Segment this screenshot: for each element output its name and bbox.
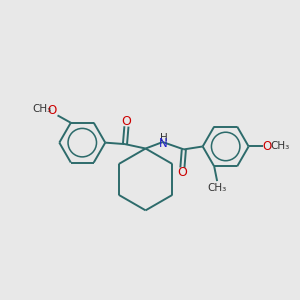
Text: O: O (48, 103, 57, 117)
Text: CH₃: CH₃ (270, 142, 289, 152)
Text: H: H (160, 133, 167, 143)
Text: O: O (178, 167, 187, 179)
Text: CH₃: CH₃ (208, 183, 227, 193)
Text: O: O (262, 140, 272, 153)
Text: CH₃: CH₃ (33, 104, 52, 114)
Text: O: O (122, 115, 131, 128)
Text: N: N (159, 137, 168, 150)
